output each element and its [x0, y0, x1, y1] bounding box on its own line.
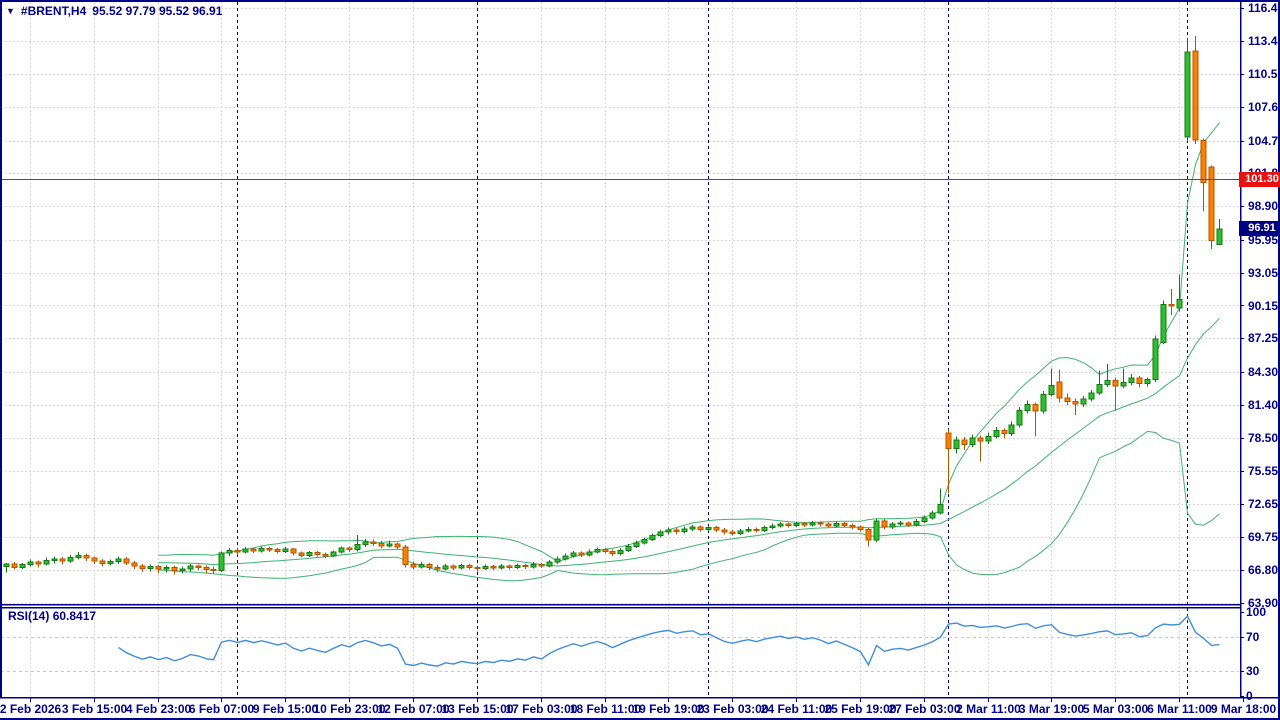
time-axis-label: 4 Feb 23:00	[125, 702, 192, 716]
price-axis-label: 78.50	[1248, 430, 1279, 445]
time-axis-label: 18 Feb 11:00	[569, 702, 642, 716]
time-axis-label: 3 Feb 15:00	[61, 702, 128, 716]
price-axis-label: 110.55	[1248, 67, 1280, 82]
price-axis-label: 72.65	[1248, 496, 1279, 511]
hline-price-tag[interactable]: 101.30	[1239, 171, 1280, 187]
time-axis-label: 24 Feb 11:00	[760, 702, 833, 716]
time-axis-label: 10 Feb 23:00	[313, 702, 386, 716]
time-axis-label: 6 Feb 07:00	[188, 702, 255, 716]
time-axis-label: 17 Feb 03:00	[505, 702, 578, 716]
time-axis-label: 5 Mar 03:00	[1082, 702, 1149, 716]
price-axis-label: 87.25	[1248, 331, 1279, 346]
price-axis-label: 63.90	[1248, 596, 1279, 610]
price-axis-label: 113.45	[1248, 34, 1280, 49]
rsi-axis-label: 70	[1246, 630, 1260, 645]
price-axis-label: 84.30	[1248, 364, 1279, 379]
time-axis-label: 19 Feb 19:00	[632, 702, 705, 716]
time-axis-label: 9 Mar 18:00	[1210, 702, 1277, 716]
grid-lines	[1, 2, 1239, 697]
rsi-axis-label: 100	[1246, 605, 1267, 619]
ohlc-values: 95.52 97.79 95.52 96.91	[92, 4, 223, 18]
time-axis-label: 6 Mar 11:00	[1147, 702, 1212, 716]
chart-ohlc-title: ▼ #BRENT,H4 95.52 97.79 95.52 96.91	[6, 4, 222, 18]
price-axis-label: 93.05	[1248, 265, 1279, 280]
price-axis-label: 69.75	[1248, 529, 1279, 544]
price-axis-label: 90.15	[1248, 298, 1279, 313]
time-axis-label: 23 Feb 03:00	[696, 702, 769, 716]
price-axis-label: 66.80	[1248, 563, 1279, 578]
time-axis-label: 27 Feb 03:00	[888, 702, 961, 716]
time-axis-label: 13 Feb 15:00	[441, 702, 514, 716]
time-axis-label: 2 Mar 11:00	[956, 702, 1021, 716]
candlesticks	[3, 35, 1223, 575]
rsi-value: 60.8417	[52, 609, 97, 623]
time-axis-label: 9 Feb 15:00	[252, 702, 319, 716]
symbol-dropdown-icon[interactable]: ▼	[6, 6, 15, 16]
rsi-name: RSI(14)	[8, 609, 50, 623]
rsi-axis-label: 0	[1246, 689, 1253, 703]
rsi-axis-label: 30	[1246, 663, 1260, 678]
time-axis-label: 3 Mar 19:00	[1018, 702, 1085, 716]
price-axis-label: 98.90	[1248, 199, 1279, 214]
price-axis-label: 107.65	[1248, 100, 1280, 115]
time-axis-label: 2 Feb 2026	[0, 702, 62, 716]
price-axis-label: 104.70	[1248, 133, 1280, 148]
rsi-indicator-label: RSI(14) 60.8417	[8, 609, 96, 623]
price-axis-label: 75.55	[1248, 463, 1279, 478]
time-axis-label: 12 Feb 07:00	[377, 702, 450, 716]
symbol-timeframe-label: #BRENT,H4	[20, 4, 87, 18]
rsi-line	[118, 615, 1220, 667]
price-axis-label: 116.40	[1248, 1, 1280, 15]
last-price-tag: 96.91	[1239, 221, 1280, 237]
price-axis-label: 81.40	[1248, 397, 1279, 412]
time-axis-label: 25 Feb 19:00	[824, 702, 897, 716]
